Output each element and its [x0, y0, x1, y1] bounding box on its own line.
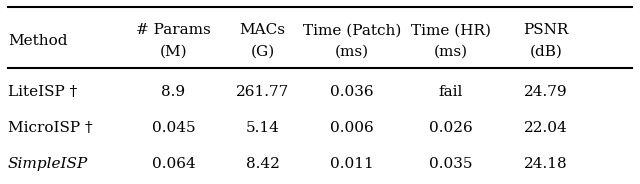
Text: (dB): (dB): [530, 45, 563, 59]
Text: PSNR: PSNR: [524, 23, 569, 37]
Text: 5.14: 5.14: [246, 121, 280, 135]
Text: MicroISP †: MicroISP †: [8, 121, 92, 135]
Text: (ms): (ms): [335, 45, 369, 59]
Text: 0.006: 0.006: [330, 121, 374, 135]
Text: 0.045: 0.045: [152, 121, 195, 135]
Text: 0.035: 0.035: [429, 158, 472, 171]
Text: 261.77: 261.77: [236, 85, 289, 99]
Text: LiteISP †: LiteISP †: [8, 85, 77, 99]
Text: 8.9: 8.9: [161, 85, 186, 99]
Text: 0.026: 0.026: [429, 121, 472, 135]
Text: 0.036: 0.036: [330, 85, 374, 99]
Text: 0.011: 0.011: [330, 158, 374, 171]
Text: fail: fail: [438, 85, 463, 99]
Text: Time (HR): Time (HR): [411, 23, 491, 37]
Text: 22.04: 22.04: [524, 121, 568, 135]
Text: Time (Patch): Time (Patch): [303, 23, 401, 37]
Text: Method: Method: [8, 34, 67, 48]
Text: 24.79: 24.79: [524, 85, 568, 99]
Text: MACs: MACs: [239, 23, 285, 37]
Text: # Params: # Params: [136, 23, 211, 37]
Text: (M): (M): [159, 45, 188, 59]
Text: SimpleISP: SimpleISP: [8, 158, 88, 171]
Text: (G): (G): [250, 45, 275, 59]
Text: 8.42: 8.42: [246, 158, 280, 171]
Text: (ms): (ms): [433, 45, 468, 59]
Text: 0.064: 0.064: [152, 158, 195, 171]
Text: 24.18: 24.18: [524, 158, 568, 171]
